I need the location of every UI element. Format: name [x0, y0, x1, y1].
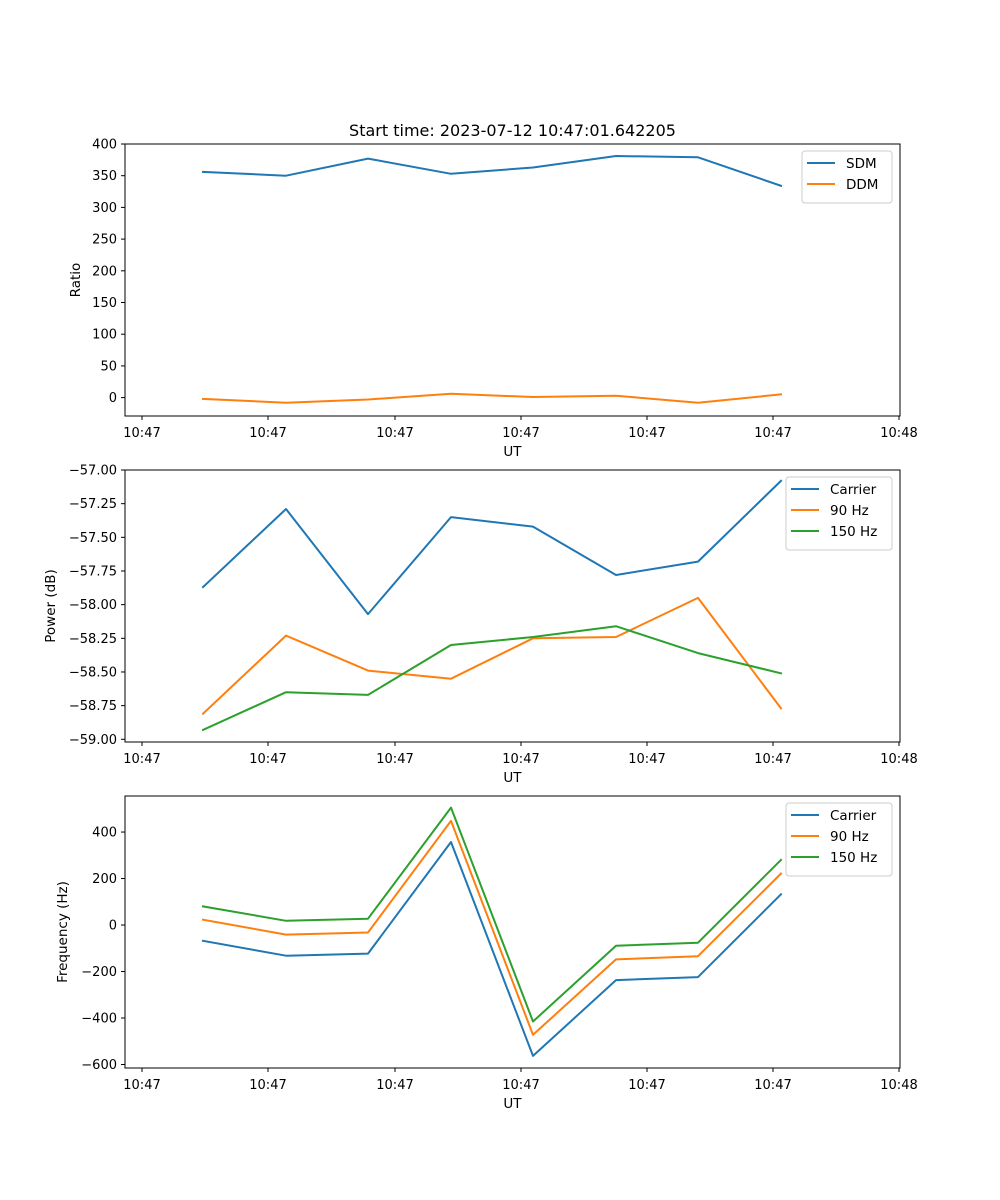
x-tick-label: 10:47 [628, 1078, 665, 1093]
y-tick-label: −57.75 [69, 564, 117, 579]
x-tick-label: 10:47 [376, 1078, 413, 1093]
legend-label: 90 Hz [830, 829, 869, 845]
x-tick-label: 10:47 [502, 1078, 539, 1093]
y-tick-label: 200 [92, 264, 117, 279]
axes-frame [124, 143, 901, 417]
x-tick-label: 10:47 [123, 1078, 160, 1093]
x-tick-label: 10:47 [628, 426, 665, 441]
x-tick-label: 10:47 [123, 426, 160, 441]
y-tick-label: −57.00 [69, 464, 117, 479]
x-tick-label: 10:47 [376, 426, 413, 441]
chart-title: Start time: 2023-07-12 10:47:01.642205 [349, 121, 676, 140]
x-tick-label: 10:48 [880, 426, 917, 441]
subplot-2: −59.00 −58.75 −58.50 −58.25 −58.00 −57.75 −57.… [43, 464, 918, 787]
x-tick-label: 10:47 [249, 426, 286, 441]
y-tick-label: −600 [81, 1058, 117, 1073]
legend: SDM DDM [801, 150, 893, 204]
legend-label: 150 Hz [830, 850, 877, 866]
legend: Carrier 90 Hz 150 Hz [785, 802, 893, 877]
plots-container: 0 50 100 150 200 250 300 350 400 10:47 10:47 10:47 1… [43, 121, 918, 1112]
x-axis-label: UT [503, 1096, 522, 1112]
series-line-carrier [201, 841, 783, 1057]
subplot-3: −600 −400 −200 0 200 400 10:47 10:47 10:47 10:47 1… [55, 795, 918, 1112]
y-tick-label: −58.25 [69, 632, 117, 647]
y-tick-label: 0 [109, 919, 117, 934]
y-tick-label: 400 [92, 138, 117, 153]
legend-label: SDM [846, 156, 877, 172]
axes-frame [124, 795, 901, 1069]
series-line-carrier [201, 479, 783, 616]
x-tick-label: 10:47 [502, 426, 539, 441]
x-tick-label: 10:48 [880, 1078, 917, 1093]
y-tick-label: −57.25 [69, 497, 117, 512]
series-line-ddm [201, 392, 783, 404]
legend-label: Carrier [830, 482, 877, 498]
x-tick-label: 10:47 [249, 752, 286, 767]
y-axis-label: Ratio [68, 263, 84, 298]
series-line-90-hz [201, 596, 783, 716]
x-tick-label: 10:47 [754, 1078, 791, 1093]
x-axis-label: UT [503, 770, 522, 786]
series-line-150-hz [201, 806, 783, 1023]
x-tick-label: 10:47 [754, 426, 791, 441]
x-tick-label: 10:47 [376, 752, 413, 767]
legend-label: DDM [846, 177, 878, 193]
y-tick-label: 350 [92, 169, 117, 184]
series-line-sdm [201, 155, 783, 188]
y-tick-label: −200 [81, 965, 117, 980]
y-tick-label: 300 [92, 201, 117, 216]
x-tick-label: 10:47 [502, 752, 539, 767]
y-tick-label: −58.00 [69, 598, 117, 613]
legend-label: 90 Hz [830, 503, 869, 519]
x-tick-label: 10:47 [249, 1078, 286, 1093]
y-tick-label: 400 [92, 826, 117, 841]
y-tick-label: 100 [92, 328, 117, 343]
legend-label: Carrier [830, 808, 877, 824]
legend: Carrier 90 Hz 150 Hz [785, 476, 893, 551]
y-tick-label: 250 [92, 233, 117, 248]
axes-frame [124, 469, 901, 743]
y-tick-label: 150 [92, 296, 117, 311]
x-tick-label: 10:47 [754, 752, 791, 767]
x-tick-label: 10:47 [123, 752, 160, 767]
series-line-150-hz [201, 625, 783, 732]
y-tick-label: 200 [92, 872, 117, 887]
y-axis-label: Frequency (Hz) [55, 881, 71, 983]
subplot-1: 0 50 100 150 200 250 300 350 400 10:47 10:47 10:47 1… [68, 121, 918, 460]
x-tick-label: 10:48 [880, 752, 917, 767]
series-line-90-hz [201, 819, 783, 1036]
y-tick-label: 0 [109, 391, 117, 406]
y-tick-label: 50 [100, 359, 117, 374]
y-tick-label: −57.50 [69, 531, 117, 546]
y-tick-label: −58.50 [69, 665, 117, 680]
y-tick-label: −59.00 [69, 733, 117, 748]
y-axis-label: Power (dB) [43, 569, 59, 642]
x-axis-label: UT [503, 444, 522, 460]
y-tick-label: −58.75 [69, 699, 117, 714]
x-tick-label: 10:47 [628, 752, 665, 767]
legend-label: 150 Hz [830, 524, 877, 540]
y-tick-label: −400 [81, 1012, 117, 1027]
